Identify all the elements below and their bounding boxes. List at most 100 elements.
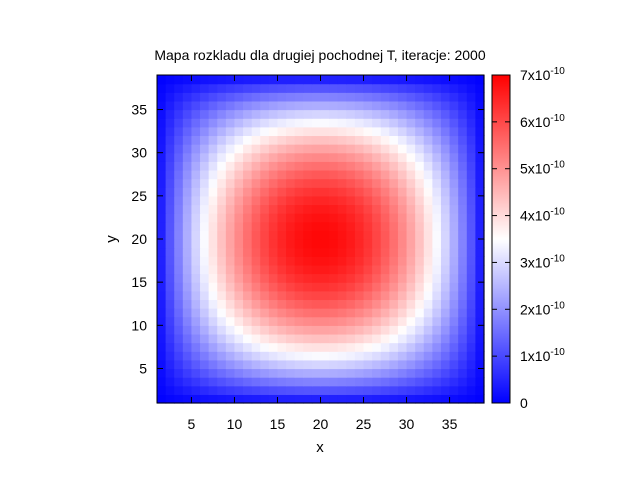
heatmap-cell — [165, 187, 175, 197]
heatmap-cell — [174, 351, 184, 361]
heatmap-cell — [208, 195, 218, 206]
heatmap-cell — [337, 359, 347, 370]
heatmap-cell — [329, 359, 339, 370]
heatmap-cell — [354, 100, 365, 111]
heatmap-cell — [458, 204, 468, 214]
heatmap-cell — [208, 282, 218, 292]
heatmap-cell — [225, 230, 236, 240]
heatmap-cell — [329, 109, 339, 119]
heatmap-cell — [200, 230, 210, 240]
heatmap-cell — [243, 256, 253, 266]
heatmap-cell — [389, 368, 399, 378]
heatmap-cell — [432, 118, 442, 128]
heatmap-cell — [234, 178, 244, 188]
heatmap-cell — [303, 169, 313, 180]
heatmap-cell — [200, 290, 210, 301]
heatmap-cell — [440, 152, 451, 162]
heatmap-cell — [363, 308, 373, 318]
heatmap-cell — [157, 135, 167, 145]
heatmap-cell — [191, 83, 201, 93]
heatmap-cell — [277, 359, 287, 370]
heatmap-cell — [432, 325, 442, 335]
heatmap-cell — [389, 126, 399, 137]
heatmap-cell — [415, 368, 425, 378]
heatmap-cell — [234, 290, 244, 301]
heatmap-cell — [363, 351, 373, 361]
heatmap-cell — [380, 282, 390, 292]
heatmap-cell — [329, 299, 339, 309]
heatmap-cell — [286, 325, 296, 335]
heatmap-cell — [320, 75, 330, 85]
heatmap-cell — [303, 187, 313, 197]
heatmap-cell — [406, 308, 416, 318]
x-tick-label: 10 — [227, 416, 243, 432]
heatmap-cell — [260, 308, 270, 318]
heatmap-cell — [260, 273, 270, 283]
heatmap-cell — [182, 351, 193, 361]
heatmap-cell — [225, 299, 236, 309]
heatmap-cell — [380, 187, 390, 197]
heatmap-cell — [191, 264, 201, 275]
heatmap-cell — [191, 100, 201, 111]
heatmap-cell — [397, 394, 408, 404]
heatmap-cell — [294, 178, 304, 188]
heatmap-cell — [260, 325, 270, 335]
heatmap-cell — [217, 351, 227, 361]
heatmap-cell — [389, 187, 399, 197]
heatmap-cell — [251, 126, 261, 137]
heatmap-cell — [277, 187, 287, 197]
heatmap-cell — [475, 118, 485, 128]
heatmap-cell — [372, 161, 382, 171]
heatmap-cell — [303, 290, 313, 301]
heatmap-cell — [363, 135, 373, 145]
heatmap-cell — [165, 368, 175, 378]
heatmap-cell — [449, 394, 459, 404]
heatmap-cell — [449, 385, 459, 395]
heatmap-cell — [294, 342, 304, 352]
heatmap-cell — [397, 187, 408, 197]
heatmap-cell — [165, 239, 175, 249]
heatmap-cell — [165, 247, 175, 257]
heatmap-cell — [380, 316, 390, 326]
heatmap-cell — [286, 273, 296, 283]
heatmap-cell — [311, 394, 322, 404]
heatmap-cell — [475, 377, 485, 387]
heatmap-cell — [191, 92, 201, 102]
heatmap-cell — [260, 195, 270, 206]
heatmap-cell — [286, 282, 296, 292]
heatmap-cell — [397, 256, 408, 266]
heatmap-cell — [397, 342, 408, 352]
heatmap-cell — [157, 351, 167, 361]
heatmap-cell — [174, 92, 184, 102]
heatmap-cell — [200, 92, 210, 102]
heatmap-cell — [320, 325, 330, 335]
heatmap-cell — [217, 135, 227, 145]
heatmap-cell — [234, 299, 244, 309]
heatmap-cell — [458, 126, 468, 137]
y-tick-label: 30 — [131, 145, 147, 161]
heatmap-cell — [294, 204, 304, 214]
heatmap-cell — [311, 377, 322, 387]
heatmap-cell — [415, 161, 425, 171]
heatmap-cell — [311, 290, 322, 301]
heatmap-cell — [200, 299, 210, 309]
x-tick-label: 5 — [188, 416, 196, 432]
heatmap-cell — [303, 299, 313, 309]
heatmap-cell — [243, 359, 253, 370]
heatmap-cell — [354, 351, 365, 361]
heatmap-cell — [251, 100, 261, 111]
heatmap-cell — [294, 109, 304, 119]
heatmap-cell — [157, 92, 167, 102]
heatmap-cell — [217, 187, 227, 197]
heatmap-cell — [329, 230, 339, 240]
heatmap-cell — [346, 169, 356, 180]
heatmap-cell — [475, 187, 485, 197]
heatmap-cell — [294, 230, 304, 240]
heatmap-cell — [449, 264, 459, 275]
heatmap-cell — [286, 264, 296, 275]
heatmap-cell — [286, 144, 296, 154]
heatmap-cell — [440, 247, 451, 257]
heatmap-cell — [225, 247, 236, 257]
heatmap-cell — [329, 333, 339, 344]
heatmap-cell — [182, 126, 193, 137]
